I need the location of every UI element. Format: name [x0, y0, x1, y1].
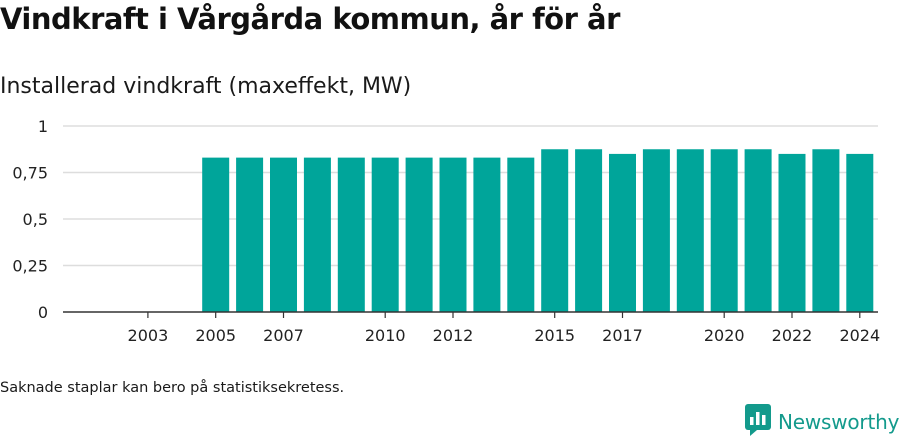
x-tick-label: 2020	[704, 326, 745, 345]
bar-2008	[303, 157, 331, 312]
bar-2016	[575, 149, 603, 312]
y-tick-label: 0,75	[12, 164, 48, 183]
newsworthy-logo-icon	[745, 404, 771, 440]
bar-2018	[642, 149, 670, 312]
x-tick-label: 2007	[263, 326, 304, 345]
bar-2005	[202, 157, 230, 312]
x-tick-label: 2017	[602, 326, 643, 345]
newsworthy-brand: Newsworthy	[745, 404, 900, 440]
bar-2011	[405, 157, 433, 312]
y-tick-label: 0,25	[12, 257, 48, 276]
x-tick-label: 2010	[365, 326, 406, 345]
chart-title: Vindkraft i Vårgårda kommun, år för år	[0, 2, 620, 36]
bar-2023	[812, 149, 840, 312]
bar-2022	[778, 153, 806, 312]
bar-chart: 0 0,25 0,5 0,75 1 2003 2005 2007 2010 2012 2015 201…	[12, 117, 880, 345]
x-tick-label: 2005	[195, 326, 236, 345]
bar-2012	[439, 157, 467, 312]
bar-2017	[609, 153, 636, 312]
bar-2019	[676, 149, 704, 312]
footnote: Saknade staplar kan bero på statistiksek…	[0, 380, 345, 396]
y-tick-label: 0,5	[23, 210, 48, 229]
bar-2024	[846, 153, 874, 312]
bar-2010	[371, 157, 399, 312]
bar-2013	[473, 157, 501, 312]
bar-2006	[236, 157, 264, 312]
y-tick-label: 0	[38, 303, 48, 322]
x-tick-label: 2022	[772, 326, 813, 345]
chart-subtitle: Installerad vindkraft (maxeffekt, MW)	[0, 74, 412, 99]
bar-2015	[541, 149, 569, 312]
bar-2007	[270, 157, 297, 312]
bar-2014	[507, 157, 535, 312]
bar-2020	[710, 149, 738, 312]
x-tick-label: 2015	[534, 326, 575, 345]
x-tick-label: 2003	[128, 326, 169, 345]
x-tick-label: 2024	[839, 326, 880, 345]
bar-2021	[744, 149, 772, 312]
x-tick-label: 2012	[433, 326, 474, 345]
brand-name: Newsworthy	[778, 410, 900, 434]
bar-2009	[337, 157, 365, 312]
y-tick-label: 1	[38, 117, 48, 136]
